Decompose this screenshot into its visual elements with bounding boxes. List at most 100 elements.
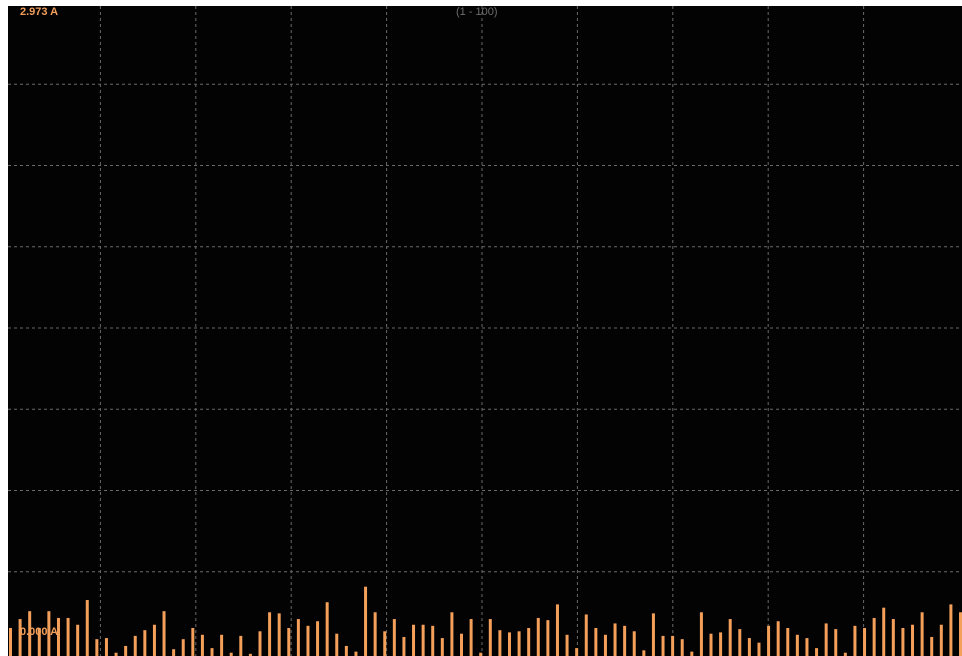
x-range-label: (1 - 100)	[456, 6, 498, 18]
bar	[460, 633, 464, 656]
bar	[143, 630, 147, 656]
bar	[133, 635, 137, 656]
bar	[642, 650, 646, 656]
bar	[287, 628, 291, 656]
bar	[9, 628, 12, 656]
bar	[248, 653, 252, 656]
bar	[162, 611, 166, 656]
bar	[316, 621, 320, 656]
bar	[930, 636, 934, 656]
bar	[661, 635, 665, 656]
bar	[853, 625, 857, 656]
y-max-label: 2.973 A	[20, 6, 59, 18]
bar	[191, 628, 195, 656]
bar	[37, 628, 41, 656]
bar	[229, 652, 233, 656]
bar	[747, 638, 751, 656]
bar	[699, 612, 703, 656]
bar	[28, 611, 32, 656]
bar	[498, 630, 502, 656]
bar	[47, 611, 51, 656]
bar	[277, 613, 281, 656]
bar	[172, 649, 176, 656]
bar	[200, 634, 204, 656]
bar	[795, 634, 799, 656]
bar	[671, 635, 675, 656]
bar	[507, 632, 511, 656]
bar	[603, 634, 607, 656]
bar	[527, 628, 531, 656]
bar	[757, 642, 761, 656]
bar	[949, 604, 953, 656]
bar	[239, 635, 243, 656]
bar	[354, 651, 358, 656]
bar	[181, 639, 185, 656]
bar	[402, 636, 406, 656]
bar	[383, 631, 387, 656]
bar	[776, 621, 780, 656]
bar	[479, 652, 483, 656]
bar	[834, 629, 838, 656]
bar	[872, 617, 876, 656]
bar	[152, 624, 156, 656]
bar	[728, 619, 732, 656]
bar	[843, 652, 847, 656]
bar	[440, 638, 444, 656]
bar	[767, 625, 771, 656]
bar	[56, 617, 60, 656]
bar	[344, 645, 348, 656]
bar	[210, 648, 214, 656]
bar	[882, 607, 886, 656]
bar	[488, 619, 492, 656]
bar	[959, 612, 962, 656]
bar	[296, 619, 300, 656]
bar	[555, 604, 559, 656]
bar	[85, 600, 89, 656]
bar	[623, 625, 627, 656]
y-min-label: 0.000 A	[20, 626, 59, 638]
bar	[939, 624, 943, 656]
bar	[901, 628, 905, 656]
bar	[594, 628, 598, 656]
bar	[863, 628, 867, 656]
bar	[632, 631, 636, 656]
bar	[546, 620, 550, 656]
bar	[680, 639, 684, 656]
bar	[373, 612, 377, 656]
bar	[584, 614, 588, 656]
bar	[805, 638, 809, 656]
bar	[124, 645, 128, 656]
bar	[421, 624, 425, 656]
bar	[431, 625, 435, 656]
bar	[325, 602, 329, 656]
bar	[911, 624, 915, 656]
bar	[306, 625, 310, 656]
bar	[66, 617, 70, 656]
bar	[738, 629, 742, 656]
bar	[268, 612, 272, 656]
bar	[719, 632, 723, 656]
bar	[824, 623, 828, 656]
bar	[335, 633, 339, 656]
bar	[364, 586, 368, 656]
bar-chart	[8, 6, 962, 656]
bar	[536, 617, 540, 656]
bar	[709, 633, 713, 656]
bar	[450, 612, 454, 656]
bar	[815, 648, 819, 656]
bar	[412, 624, 416, 656]
bar	[258, 631, 262, 656]
bar	[651, 613, 655, 656]
bar	[690, 651, 694, 656]
bar	[76, 624, 80, 656]
bar	[104, 638, 108, 656]
bar	[220, 634, 224, 656]
bar	[565, 634, 569, 656]
bar	[18, 619, 22, 656]
bar	[95, 639, 99, 656]
bar	[517, 631, 521, 656]
bar	[114, 652, 118, 656]
bar	[786, 628, 790, 656]
bar	[469, 619, 473, 656]
chart-plot-area: 2.973 A (1 - 100) 0.000 A	[8, 6, 962, 656]
